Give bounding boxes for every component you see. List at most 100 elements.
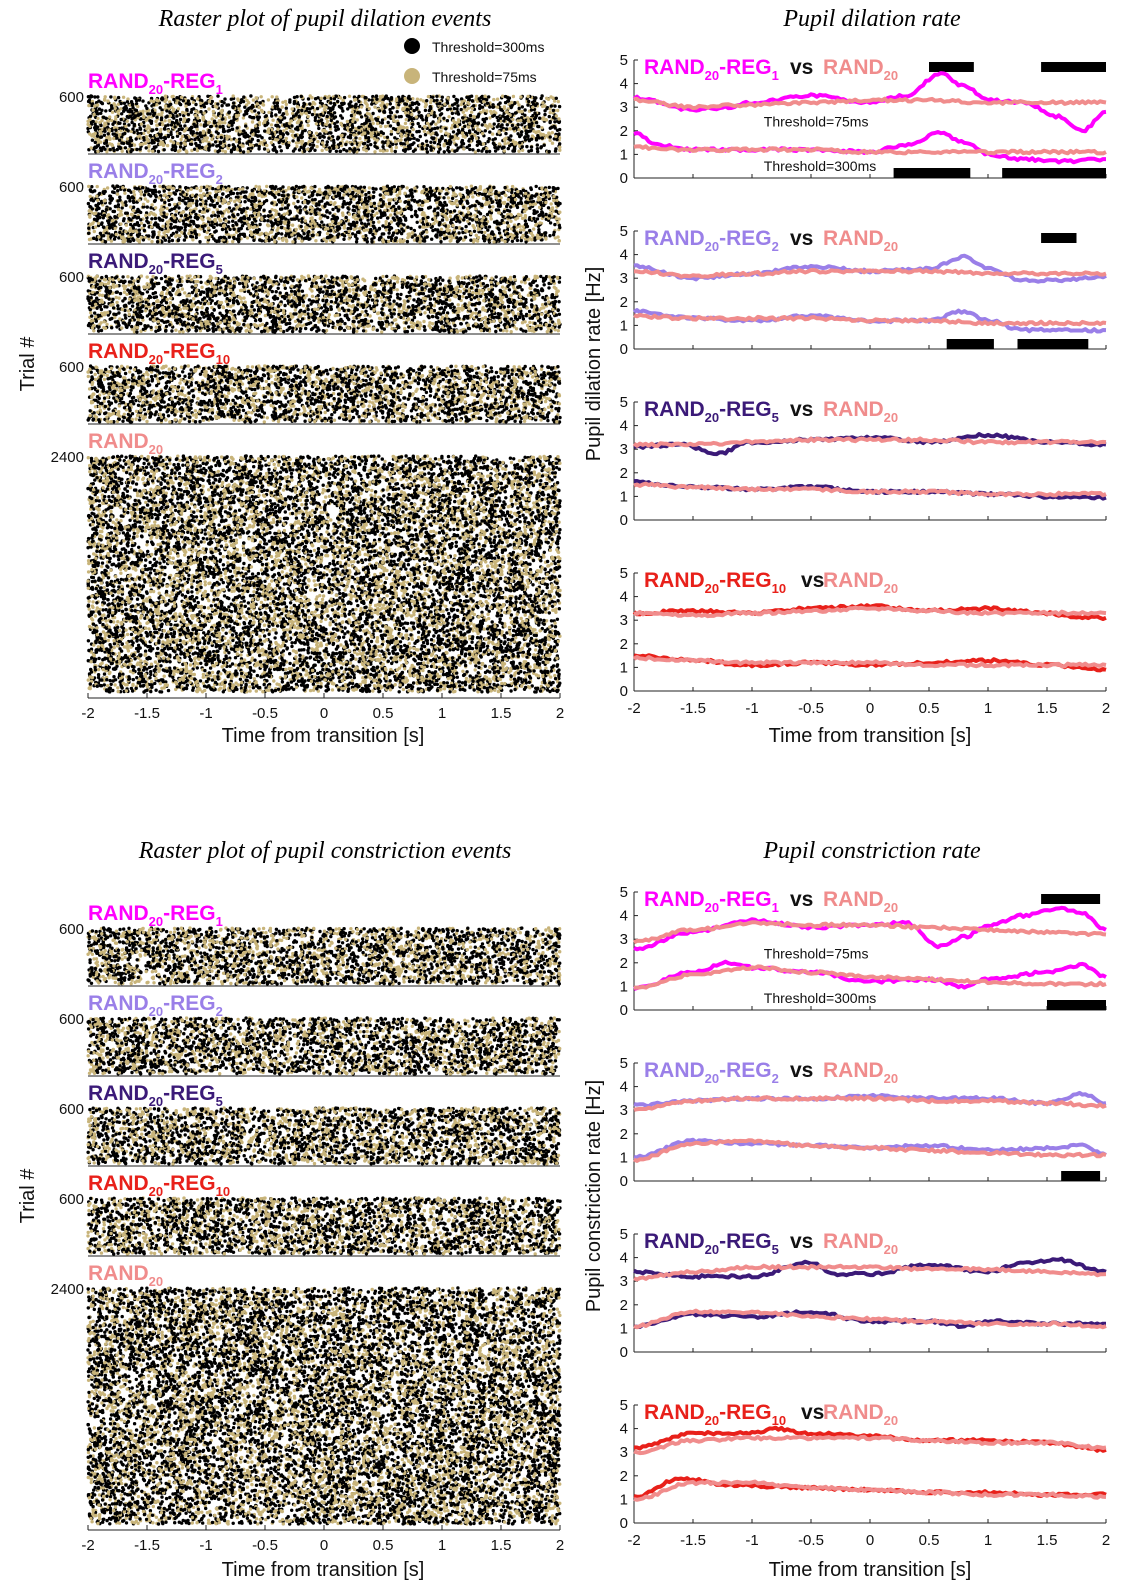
event-dot-300 bbox=[429, 141, 432, 144]
event-dot-300 bbox=[548, 115, 551, 118]
event-dot-75 bbox=[177, 150, 180, 153]
event-dot-300 bbox=[521, 145, 524, 148]
event-dot-75 bbox=[171, 95, 174, 98]
event-dot-75 bbox=[404, 122, 407, 125]
event-dot-75 bbox=[247, 101, 250, 104]
event-dot-75 bbox=[416, 98, 419, 101]
event-dot-300 bbox=[543, 109, 546, 112]
event-dot-75 bbox=[549, 111, 552, 114]
legend-thr75-marker bbox=[404, 68, 420, 84]
event-dot-300 bbox=[370, 102, 373, 105]
event-dot-75 bbox=[166, 144, 169, 147]
event-dot-75 bbox=[122, 96, 125, 99]
event-dot-300 bbox=[135, 148, 138, 151]
raster-trials-label: 600 bbox=[59, 89, 84, 106]
event-dot-300 bbox=[291, 139, 294, 142]
event-dot-300 bbox=[507, 147, 510, 150]
event-dot-300 bbox=[536, 150, 539, 153]
event-dot-300 bbox=[179, 145, 182, 148]
event-dot-300 bbox=[530, 145, 533, 148]
event-dot-300 bbox=[275, 150, 278, 153]
event-dot-300 bbox=[93, 95, 96, 98]
event-dot-300 bbox=[117, 96, 120, 99]
event-dot-75 bbox=[267, 98, 270, 101]
event-dot-300 bbox=[525, 145, 528, 148]
event-dot-300 bbox=[194, 103, 197, 106]
event-dot-300 bbox=[346, 107, 349, 110]
event-dot-75 bbox=[284, 100, 287, 103]
event-dot-75 bbox=[552, 96, 555, 99]
event-dot-300 bbox=[163, 127, 166, 130]
event-dot-75 bbox=[485, 147, 488, 150]
event-dot-300 bbox=[553, 120, 556, 123]
event-dot-300 bbox=[341, 103, 344, 106]
event-dot-300 bbox=[509, 134, 512, 137]
event-dot-300 bbox=[112, 132, 115, 135]
event-dot-75 bbox=[223, 121, 226, 124]
event-dot-300 bbox=[109, 95, 112, 98]
event-dot-300 bbox=[157, 150, 160, 153]
event-dot-300 bbox=[280, 149, 283, 152]
event-dot-75 bbox=[117, 142, 120, 145]
event-dot-300 bbox=[103, 134, 106, 137]
event-dot-300 bbox=[369, 143, 372, 146]
event-dot-300 bbox=[171, 148, 174, 151]
event-dot-300 bbox=[504, 101, 507, 104]
event-dot-300 bbox=[511, 124, 514, 127]
event-dot-300 bbox=[220, 104, 223, 107]
event-dot-75 bbox=[147, 149, 150, 152]
event-dot-75 bbox=[427, 114, 430, 117]
raster-dilation-panels: RAND20-REG1600RAND20-REG2600RAND20-REG56… bbox=[51, 70, 562, 694]
event-dot-75 bbox=[551, 131, 554, 134]
event-dot-75 bbox=[169, 139, 172, 142]
event-dot-300 bbox=[471, 99, 474, 102]
event-dot-300 bbox=[318, 136, 321, 139]
event-dot-300 bbox=[139, 128, 142, 131]
event-dot-300 bbox=[318, 132, 321, 135]
event-dot-300 bbox=[101, 102, 104, 105]
event-dot-300 bbox=[540, 94, 543, 97]
event-dot-300 bbox=[307, 97, 310, 100]
event-dot-75 bbox=[112, 137, 115, 140]
event-dot-75 bbox=[483, 95, 486, 98]
event-dot-300 bbox=[476, 132, 479, 135]
event-dot-300 bbox=[232, 101, 235, 104]
event-dot-300 bbox=[470, 95, 473, 98]
event-dot-75 bbox=[558, 149, 561, 152]
event-dot-300 bbox=[142, 136, 145, 139]
event-dot-75 bbox=[260, 95, 263, 98]
event-dot-300 bbox=[536, 143, 539, 146]
event-dot-75 bbox=[379, 125, 382, 128]
event-dot-75 bbox=[270, 141, 273, 144]
raster-REG1-label-reg: -REG bbox=[163, 70, 216, 93]
event-dot-300 bbox=[441, 96, 444, 99]
event-dot-300 bbox=[477, 149, 480, 152]
event-dot-75 bbox=[282, 129, 285, 132]
event-dot-300 bbox=[100, 109, 103, 112]
event-dot-300 bbox=[311, 113, 314, 116]
event-dot-300 bbox=[381, 145, 384, 148]
event-dot-75 bbox=[454, 137, 457, 140]
event-dot-300 bbox=[419, 135, 422, 138]
event-dot-300 bbox=[446, 119, 449, 122]
event-dot-75 bbox=[361, 95, 364, 98]
event-dot-300 bbox=[538, 117, 541, 120]
event-dot-75 bbox=[155, 124, 158, 127]
event-dot-300 bbox=[179, 142, 182, 145]
event-dot-300 bbox=[263, 147, 266, 150]
event-dot-75 bbox=[335, 145, 338, 148]
event-dot-75 bbox=[108, 138, 111, 141]
event-dot-75 bbox=[423, 130, 426, 133]
legend-thr300-label: Threshold=300ms bbox=[432, 39, 544, 55]
event-dot-75 bbox=[181, 135, 184, 138]
event-dot-300 bbox=[335, 150, 338, 153]
raster-REG1-label-main: RAND bbox=[88, 70, 149, 93]
event-dot-75 bbox=[496, 98, 499, 101]
legend-thr75-label: Threshold=75ms bbox=[432, 69, 537, 85]
event-dot-300 bbox=[535, 121, 538, 124]
event-dot-75 bbox=[242, 116, 245, 119]
event-dot-300 bbox=[371, 112, 374, 115]
event-dot-300 bbox=[278, 145, 281, 148]
event-dot-75 bbox=[228, 116, 231, 119]
raster-dilation-title: Raster plot of pupil dilation events bbox=[158, 6, 492, 32]
